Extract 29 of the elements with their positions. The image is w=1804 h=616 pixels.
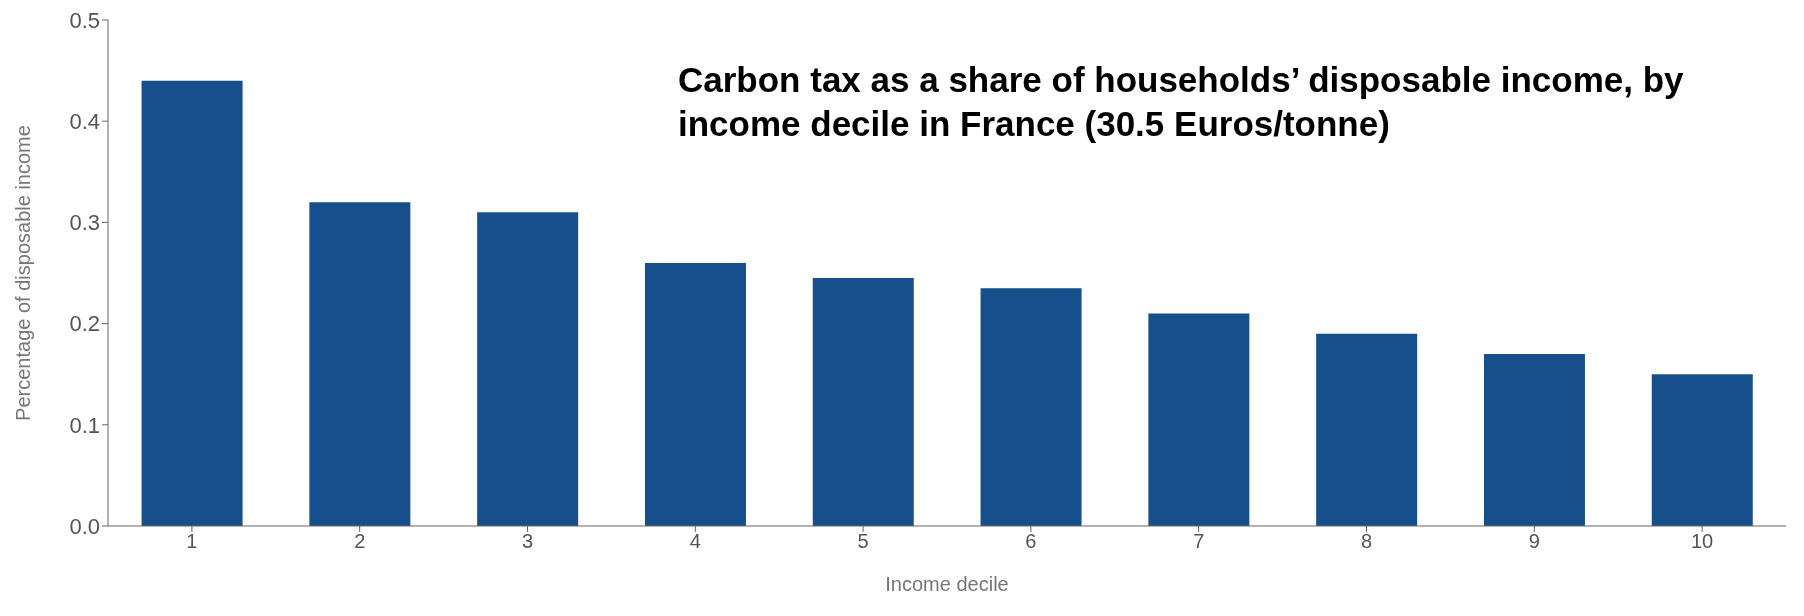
bar (1148, 313, 1250, 526)
bar (477, 212, 579, 526)
y-tick-label: 0.1 (69, 412, 100, 438)
y-axis-title: Percentage of disposable income (12, 125, 35, 421)
x-tick-label: 7 (1193, 530, 1205, 553)
x-axis-title: Income decile (885, 573, 1009, 595)
y-tick-label: 0.4 (69, 109, 100, 135)
bar (1483, 353, 1585, 526)
bar (812, 278, 914, 526)
bar (1651, 374, 1753, 526)
x-tick-label: 8 (1360, 530, 1373, 553)
bar (644, 262, 746, 526)
x-tick-label: 5 (857, 530, 869, 553)
y-tick-label: 0.2 (69, 311, 100, 337)
y-tick-label: 0.0 (69, 513, 100, 539)
bar (141, 80, 243, 526)
y-tick-label: 0.3 (69, 210, 100, 236)
x-tick-label: 6 (1025, 530, 1037, 553)
x-tick-label: 3 (521, 530, 534, 553)
x-tick-label: 2 (354, 530, 366, 553)
x-tick-label: 9 (1528, 530, 1540, 553)
x-tick-label: 4 (689, 530, 701, 553)
y-tick-label: 0.5 (69, 7, 100, 33)
bar (309, 202, 411, 526)
bar (980, 288, 1082, 526)
x-tick-label: 10 (1690, 530, 1714, 553)
text: Carbon tax as a share of households’ disposable income, by income decile in France (30.5 Euros/tonne) (678, 59, 1685, 145)
x-tick-label: 1 (186, 530, 198, 553)
bar (1316, 333, 1418, 526)
